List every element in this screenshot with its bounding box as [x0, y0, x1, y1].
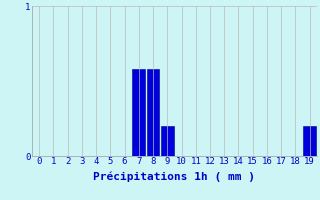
- Bar: [303, 126, 316, 156]
- Bar: [132, 69, 145, 156]
- Bar: [147, 69, 159, 156]
- X-axis label: Précipitations 1h ( mm ): Précipitations 1h ( mm ): [93, 172, 255, 182]
- Bar: [161, 126, 174, 156]
